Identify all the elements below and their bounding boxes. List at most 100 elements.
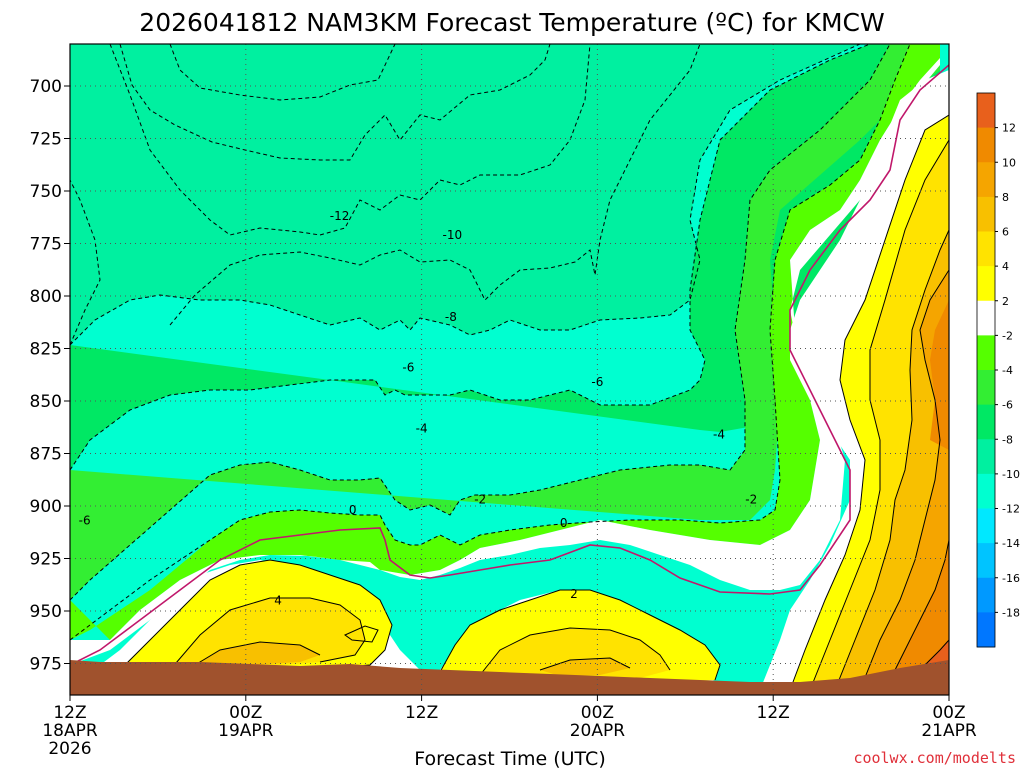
colorbar-label: -14 bbox=[1002, 537, 1020, 550]
isotherm-2-line-a bbox=[119, 559, 393, 671]
y-tick-label: 875 bbox=[30, 445, 62, 465]
contour-label: -8 bbox=[445, 310, 457, 324]
isotherm-minus-2-line bbox=[70, 44, 911, 641]
colorbar-swatch bbox=[977, 439, 995, 475]
isotherm-minus-14-line bbox=[119, 44, 551, 161]
colorbar-label: -10 bbox=[1002, 468, 1020, 481]
colorbar-swatch bbox=[977, 300, 995, 336]
colorbar-swatch bbox=[977, 473, 995, 509]
contour-label: 0 bbox=[349, 503, 357, 517]
region-minus-6 bbox=[70, 44, 940, 600]
chart-title: 2026041812 NAM3KM Forecast Temperature (… bbox=[139, 8, 884, 37]
isotherm-zero-line bbox=[70, 64, 949, 666]
contour-label: -6 bbox=[591, 375, 603, 389]
isotherm-minus-10-line bbox=[169, 44, 701, 326]
colorbar-label: 4 bbox=[1002, 260, 1009, 273]
isotherm-4-line-a bbox=[169, 597, 366, 671]
colorbar-label: 10 bbox=[1002, 156, 1016, 169]
x-tick-label: 19APR bbox=[218, 721, 274, 741]
credit-text: coolwx.com/modelts bbox=[853, 749, 1016, 767]
colorbar-label: -16 bbox=[1002, 572, 1020, 585]
x-tick-label: 20APR bbox=[570, 721, 626, 741]
contour-label: -10 bbox=[443, 228, 463, 242]
plot-area bbox=[70, 44, 949, 695]
y-tick-label: 700 bbox=[30, 77, 62, 97]
isotherm-2-line-c bbox=[789, 114, 949, 691]
y-tick-label: 850 bbox=[30, 392, 62, 412]
contour-label: 4 bbox=[274, 594, 282, 608]
contour-label: 2 bbox=[570, 587, 578, 601]
colorbar: 12 10 8 6 4 2 -2 -4 -6 -8 -10 -12 -14 -16 -18 bbox=[976, 92, 1020, 648]
y-axis: 700 725 750 775 800 825 850 875 900 925 950 975 bbox=[30, 77, 70, 675]
isotherm-small-lobe bbox=[344, 625, 379, 643]
colorbar-label: -6 bbox=[1002, 399, 1013, 412]
region-minus-2 bbox=[70, 58, 940, 665]
isotherm-minus-12-line bbox=[109, 44, 591, 236]
colorbar-swatch bbox=[977, 370, 995, 406]
y-tick-label: 775 bbox=[30, 235, 62, 255]
x-tick-label: 00Z bbox=[229, 703, 262, 723]
colorbar-swatch bbox=[977, 508, 995, 544]
y-tick-label: 800 bbox=[30, 287, 62, 307]
colorbar-label: -4 bbox=[1002, 364, 1013, 377]
ground-terrain bbox=[70, 660, 949, 695]
isotherm-2-line-b bbox=[439, 589, 721, 681]
x-tick-label: 00Z bbox=[581, 703, 614, 723]
colorbar-swatch bbox=[977, 162, 995, 198]
colorbar-swatch bbox=[977, 612, 995, 648]
colorbar-label: -18 bbox=[1002, 606, 1020, 619]
y-tick-label: 725 bbox=[30, 130, 62, 150]
contour-label: -2 bbox=[474, 493, 486, 507]
isotherm-minus-8-line bbox=[70, 44, 861, 346]
colorbar-swatch bbox=[977, 577, 995, 613]
contour-label: -4 bbox=[713, 428, 725, 442]
x-tick-label: 12Z bbox=[757, 703, 790, 723]
x-tick-label: 12Z bbox=[405, 703, 438, 723]
y-tick-label: 825 bbox=[30, 340, 62, 360]
x-tick-label: 00Z bbox=[932, 703, 965, 723]
colorbar-swatch bbox=[977, 335, 995, 371]
colorbar-label: 8 bbox=[1002, 191, 1009, 204]
colorbar-swatch bbox=[977, 196, 995, 232]
colorbar-label: 12 bbox=[1002, 122, 1016, 135]
gridlines bbox=[70, 44, 949, 695]
isotherm-minus-6-line bbox=[70, 44, 871, 471]
isotherm-8-line bbox=[859, 269, 949, 691]
isotherm-minus-16-line bbox=[169, 44, 396, 101]
colorbar-label: -2 bbox=[1002, 329, 1013, 342]
x-tick-label: 18APR bbox=[42, 721, 98, 741]
colorbar-label: -8 bbox=[1002, 433, 1013, 446]
contour-labels: -12 -10 -8 -6 -6 -4 -4 -6 -2 -2 0 0 4 2 bbox=[79, 209, 758, 607]
isotherm-4-line-b bbox=[479, 627, 671, 676]
colorbar-swatch bbox=[977, 93, 995, 129]
colorbar-swatch bbox=[977, 404, 995, 440]
y-tick-label: 950 bbox=[30, 602, 62, 622]
contour-label: 0 bbox=[560, 516, 568, 530]
x-tick-label: 21APR bbox=[921, 721, 977, 741]
region-minus-10 bbox=[70, 44, 860, 345]
region-6-8-a bbox=[190, 642, 320, 668]
isotherm-4-line-c bbox=[809, 139, 949, 691]
x-tick-label: 2026 bbox=[48, 739, 91, 759]
y-tick-label: 975 bbox=[30, 655, 62, 675]
isotherm-minus-6-left-line bbox=[70, 179, 101, 346]
isotherm-6-line-c bbox=[834, 229, 949, 691]
x-axis-label: Forecast Time (UTC) bbox=[414, 748, 605, 768]
contour-label: -2 bbox=[745, 493, 757, 507]
y-tick-label: 750 bbox=[30, 182, 62, 202]
contour-label: -6 bbox=[402, 360, 414, 374]
colorbar-swatch bbox=[977, 127, 995, 163]
colorbar-swatch bbox=[977, 543, 995, 579]
isotherm-10-line bbox=[884, 539, 949, 691]
contour-label: -6 bbox=[79, 514, 91, 528]
colorbar-frame bbox=[976, 92, 996, 648]
contour-label: -12 bbox=[330, 209, 350, 223]
colorbar-label: -12 bbox=[1002, 503, 1020, 516]
plot-frame bbox=[69, 43, 950, 696]
region-8-10 bbox=[860, 270, 949, 695]
x-tick-label: 12Z bbox=[53, 703, 86, 723]
y-tick-label: 925 bbox=[30, 550, 62, 570]
colorbar-swatch bbox=[977, 231, 995, 267]
